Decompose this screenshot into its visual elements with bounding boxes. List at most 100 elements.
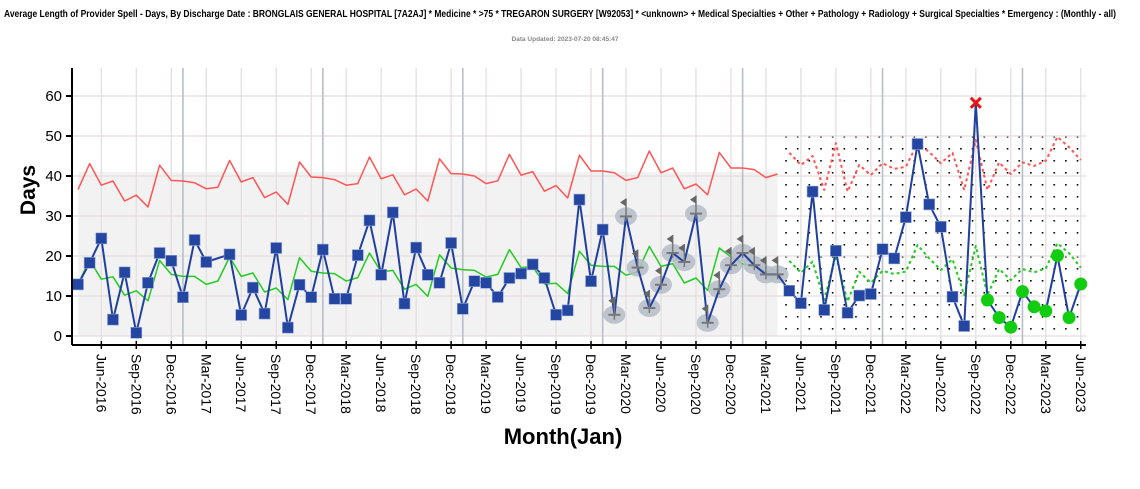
x-tick-label: Mar-2020 (618, 354, 634, 414)
x-tick-label: Mar-2017 (198, 354, 214, 414)
x-tick-label: Mar-2021 (758, 354, 774, 414)
data-point-marker (398, 297, 411, 310)
data-point-marker (888, 252, 901, 265)
data-point-marker (526, 258, 539, 271)
series-layer (72, 96, 1088, 339)
data-point-marker (456, 302, 469, 315)
data-point-marker (235, 309, 248, 321)
flagged-point (701, 304, 714, 328)
data-point-marker (165, 255, 178, 267)
flag-icon (631, 249, 638, 258)
data-point-marker (293, 278, 306, 291)
projected-upper-limit-line (788, 135, 1082, 193)
x-tick-label: Sep-2022 (968, 354, 984, 415)
y-tick-label: 20 (45, 248, 62, 265)
flagged-point (608, 296, 621, 320)
data-point-marker (935, 221, 947, 233)
data-point-marker (247, 281, 259, 294)
data-point-marker (305, 291, 318, 304)
mean-line (77, 245, 778, 302)
y-tick-label: 40 (45, 168, 62, 185)
flagged-point (620, 198, 633, 222)
flag-icon (701, 304, 708, 313)
data-point-marker (550, 308, 562, 321)
data-point-marker (375, 268, 387, 281)
x-tick-label: Jun-2018 (373, 354, 389, 413)
flagged-point (759, 256, 772, 280)
x-tick-label: Jun-2021 (793, 354, 809, 413)
flag-icon (748, 247, 755, 256)
flagged-point (643, 290, 656, 313)
axes: 0 10 20 30 40 50 60 Jun-2016 Sep-2016 Dec-2016 Mar… (45, 68, 1089, 415)
run-point-marker (1039, 304, 1053, 318)
y-tick-label: 10 (45, 288, 62, 305)
run-point-marker (1074, 277, 1088, 291)
data-point-marker (410, 241, 422, 254)
x-tick-label: Jun-2023 (1073, 354, 1089, 413)
data-point-marker (573, 193, 586, 206)
x-tick-label: Dec-2019 (583, 354, 599, 415)
run-point-marker (980, 293, 994, 307)
run-point-marker (1027, 300, 1041, 314)
data-point-marker (841, 306, 854, 319)
y-tick-label: 0 (54, 328, 62, 345)
flagged-point (631, 249, 644, 273)
data-point-marker (72, 278, 84, 291)
x-tick-label: Dec-2021 (863, 354, 879, 415)
x-tick-label: Jun-2022 (933, 354, 949, 413)
run-point-marker (1062, 311, 1076, 325)
flag-icon (643, 290, 650, 298)
data-point-marker (503, 272, 516, 284)
run-point-marker (992, 311, 1006, 325)
data-point-marker (200, 256, 213, 268)
flagged-point (713, 271, 726, 295)
data-point-marker (95, 232, 108, 245)
flag-icon (713, 271, 720, 280)
data-point-marker (596, 223, 609, 236)
above-limit-marker (969, 96, 982, 109)
data-point-marker (328, 292, 341, 305)
data-point-marker (188, 234, 201, 246)
x-tick-label: Jun-2019 (513, 354, 529, 413)
data-point-marker (515, 267, 527, 280)
data-point-marker (830, 245, 842, 257)
x-axis-label: Month(Jan) (504, 424, 623, 449)
data-point-marker (118, 266, 131, 279)
x-tick-label: Dec-2017 (303, 354, 319, 415)
data-point-marker (795, 297, 807, 310)
flag-icon (771, 256, 778, 265)
data-point-marker (585, 275, 597, 288)
data-point-marker (876, 243, 889, 255)
data-point-marker (387, 206, 399, 219)
data-point-marker (911, 138, 924, 150)
data-point-marker (946, 290, 959, 303)
x-tick-label: Jun-2017 (233, 354, 249, 413)
flagged-point (771, 256, 784, 280)
data-point-marker (958, 320, 970, 332)
data-point-marker (923, 198, 935, 211)
flagged-point (748, 247, 761, 271)
flagged-point (724, 247, 737, 271)
data-point-marker (142, 276, 154, 289)
upper-limit-line (77, 150, 778, 208)
flag-icon (678, 244, 685, 252)
x-tick-label: Mar-2019 (478, 354, 494, 414)
x-tick-label: Dec-2016 (163, 354, 179, 415)
flag-icon (759, 256, 766, 265)
data-point-marker (83, 256, 96, 269)
data-point-marker (153, 247, 166, 259)
flag-icon (655, 266, 661, 275)
grid (72, 68, 1086, 345)
data-point-marker (818, 304, 831, 316)
data-point-marker (806, 185, 819, 198)
chart-subtitle: Data Updated: 2023-07-20 08:45:47 (512, 36, 619, 43)
data-point-marker (561, 304, 574, 317)
data-point-marker (317, 243, 329, 256)
x-tick-label: Dec-2022 (1003, 354, 1019, 415)
run-point-marker (1015, 285, 1029, 299)
data-point-marker (900, 211, 912, 223)
x-tick-label: Mar-2022 (898, 354, 914, 414)
data-point-marker (270, 242, 283, 254)
data-point-marker (421, 268, 434, 281)
